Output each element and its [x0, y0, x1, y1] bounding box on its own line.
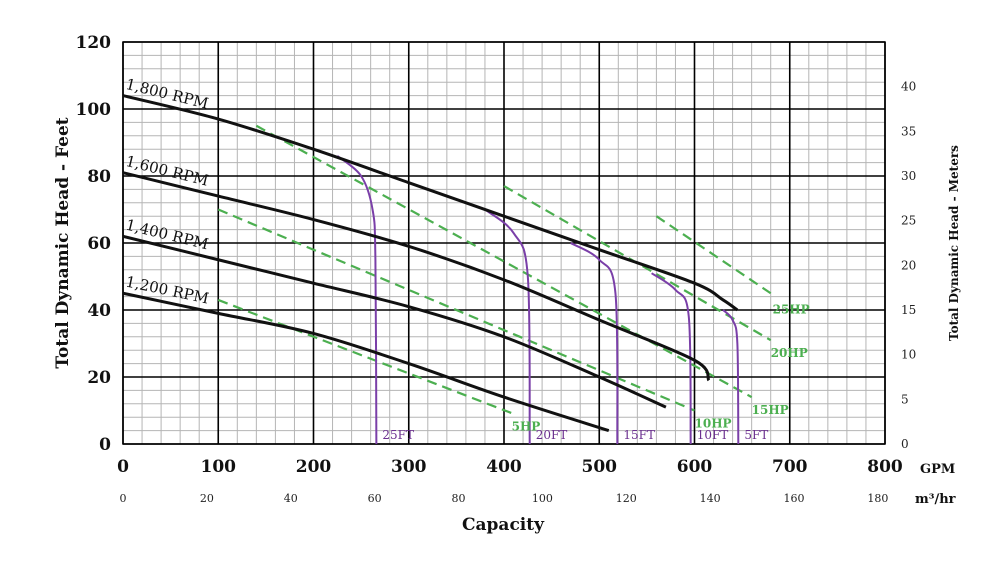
npsh-curves [336, 155, 740, 445]
x-tick-label: 700 [772, 457, 808, 477]
npsh-curve-5ft [722, 309, 740, 445]
y-tick-label-right: 30 [901, 169, 916, 183]
rpm-curve-1800 [122, 94, 739, 312]
y-tick-label: 60 [87, 234, 111, 254]
x-tick-label: 600 [677, 457, 713, 477]
x-tick-label-secondary: 60 [368, 492, 382, 505]
y-tick-label-right: 0 [901, 437, 909, 451]
x-tick-label: 800 [867, 457, 903, 477]
x-tick-label-secondary: 180 [867, 492, 888, 505]
npsh-label-25ft: 25FT [382, 428, 414, 442]
axis-ticks: 0 100 200 300 400 500 600 700 800020406080100120… [76, 33, 917, 505]
x-unit-gpm: GPM [920, 462, 955, 477]
npsh-curve-10ft [651, 272, 692, 445]
npsh-label-10ft: 10FT [697, 428, 729, 442]
y-tick-label: 40 [87, 301, 111, 321]
x-tick-label-secondary: 80 [452, 492, 466, 505]
y-tick-label: 80 [87, 167, 111, 187]
y-tick-label: 100 [76, 100, 112, 120]
npsh-curve-25ft [336, 155, 378, 445]
x-unit-m3hr: m³/hr [915, 492, 956, 507]
hp-line-15hp [255, 124, 753, 399]
plot-frame [122, 41, 886, 445]
hp-label-5hp: 5HP [512, 420, 541, 434]
x-tick-label-secondary: 160 [784, 492, 805, 505]
y-axis-title-right: Total Dynamic Head - Meters [947, 145, 961, 341]
x-tick-label-secondary: 100 [532, 492, 553, 505]
hp-label-20hp: 20HP [771, 346, 808, 360]
y-tick-label-right: 35 [901, 124, 916, 138]
npsh-curve-20ft [484, 208, 531, 445]
y-tick-label: 20 [87, 368, 111, 388]
y-tick-label-right: 25 [901, 214, 916, 228]
y-tick-label: 120 [76, 33, 112, 53]
hp-label-10hp: 10HP [695, 416, 732, 430]
x-tick-label-secondary: 20 [200, 492, 214, 505]
x-tick-label: 500 [582, 457, 618, 477]
x-tick-label-secondary: 140 [700, 492, 721, 505]
y-tick-label-right: 20 [901, 258, 916, 272]
hp-label-25hp: 25HP [773, 302, 810, 316]
x-tick-label-secondary: 120 [616, 492, 637, 505]
y-tick-label-right: 5 [901, 392, 909, 406]
x-tick-label: 300 [391, 457, 427, 477]
y-tick-label-right: 40 [901, 80, 916, 94]
y-axis-title: Total Dynamic Head - Feet [53, 117, 73, 368]
x-axis-title: Capacity [462, 515, 545, 535]
x-tick-label-secondary: 40 [284, 492, 298, 505]
y-tick-label-right: 15 [901, 303, 916, 317]
rpm-curve-1600 [122, 171, 711, 382]
npsh-label-5ft: 5FT [744, 428, 768, 442]
hp-label-15hp: 15HP [752, 403, 789, 417]
npsh-label-15ft: 15FT [623, 428, 655, 442]
x-tick-label: 0 [117, 457, 129, 477]
x-tick-label: 200 [296, 457, 332, 477]
y-tick-label: 0 [99, 435, 111, 455]
rpm-curves [122, 94, 739, 433]
hp-line-20hp [503, 185, 772, 342]
x-tick-label-secondary: 0 [120, 492, 127, 505]
hp-line-25hp [655, 215, 772, 295]
horsepower-lines [217, 124, 772, 415]
rpm-curve-1200 [122, 291, 610, 433]
y-tick-label-right: 10 [901, 348, 916, 362]
rpm-curve-1400 [122, 234, 667, 409]
hp-line-5hp [217, 298, 514, 415]
hp-line-10hp [217, 208, 695, 412]
npsh-curve-15ft [570, 242, 619, 445]
npsh-label-20ft: 20FT [536, 428, 568, 442]
x-tick-label: 100 [201, 457, 237, 477]
x-tick-label: 400 [486, 457, 522, 477]
